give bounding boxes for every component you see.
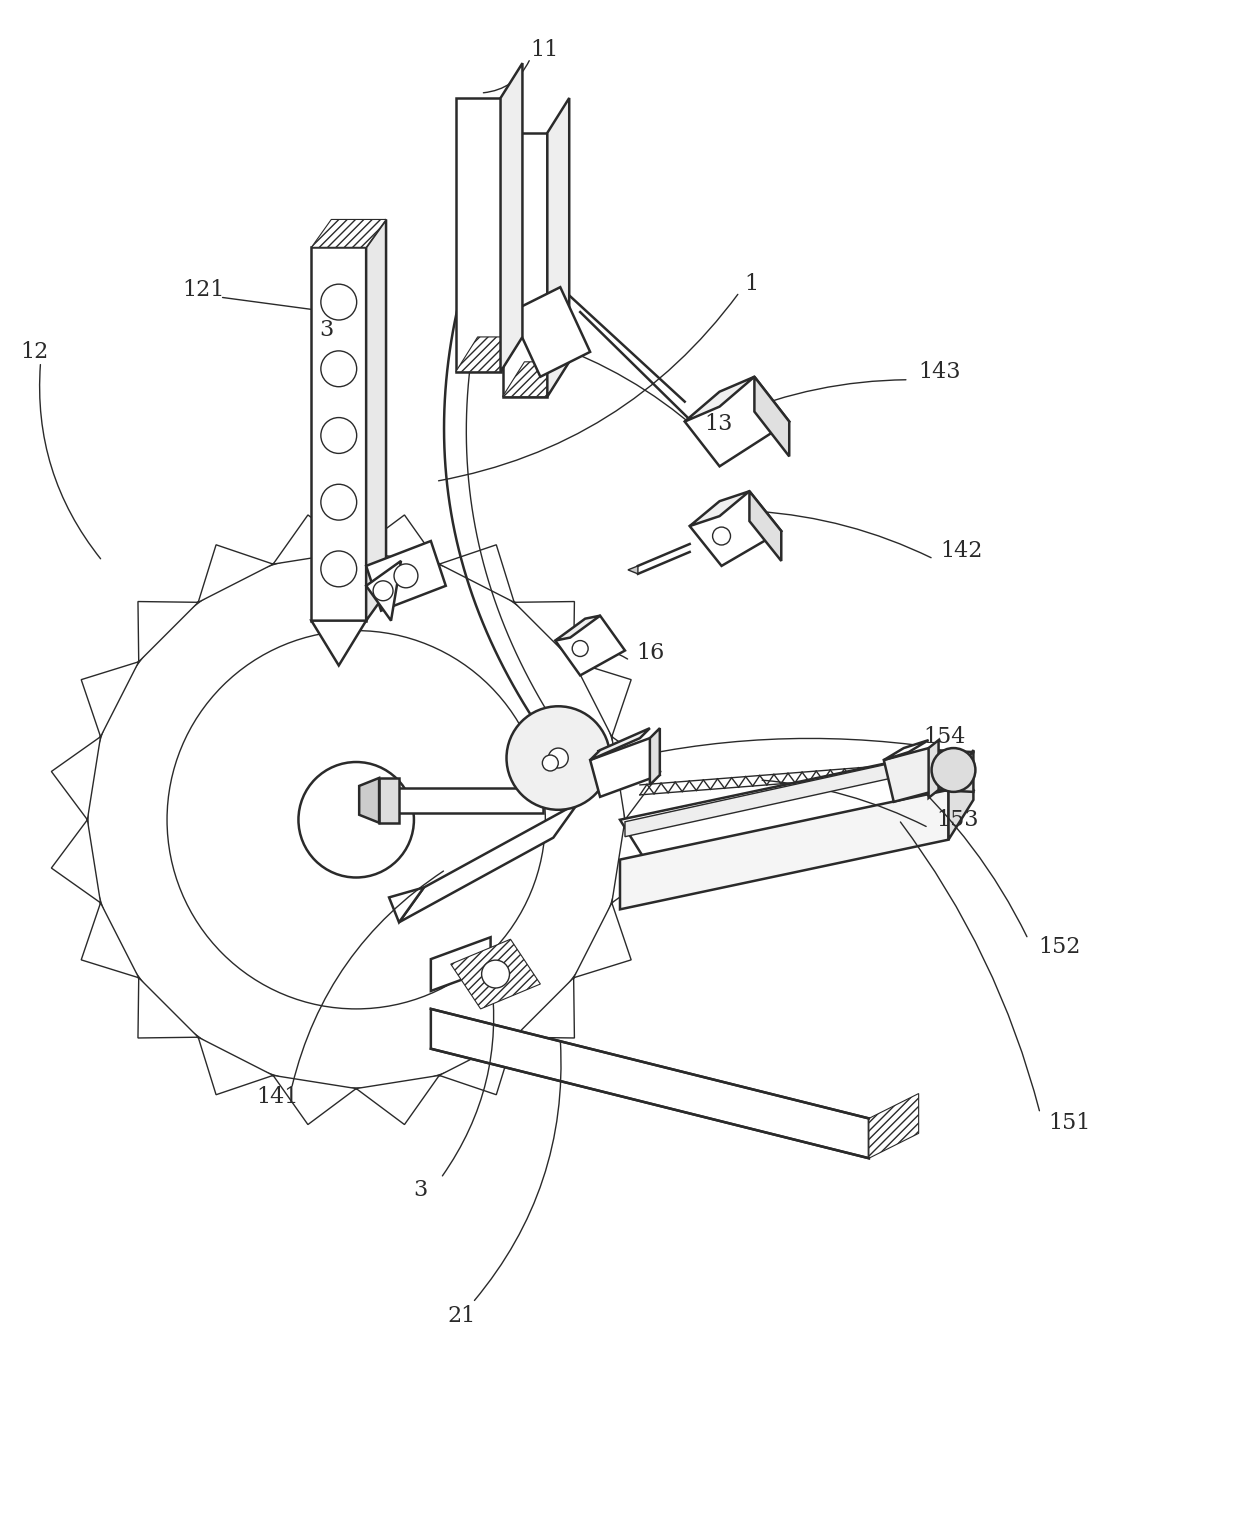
Polygon shape — [502, 362, 569, 397]
Circle shape — [321, 418, 357, 453]
Polygon shape — [360, 778, 379, 823]
Circle shape — [394, 564, 418, 588]
Circle shape — [299, 761, 414, 878]
Polygon shape — [515, 977, 574, 1039]
Polygon shape — [273, 515, 356, 564]
Polygon shape — [198, 1037, 273, 1095]
Text: 21: 21 — [448, 1305, 476, 1327]
Polygon shape — [379, 787, 543, 813]
Polygon shape — [456, 98, 501, 372]
Text: 153: 153 — [936, 809, 980, 830]
Polygon shape — [556, 616, 625, 676]
Polygon shape — [590, 738, 660, 797]
Polygon shape — [684, 377, 789, 466]
Polygon shape — [929, 740, 939, 798]
Text: 121: 121 — [182, 279, 224, 302]
Polygon shape — [598, 751, 610, 787]
Circle shape — [87, 552, 625, 1089]
Circle shape — [931, 748, 976, 792]
Polygon shape — [689, 492, 749, 525]
Text: 3: 3 — [320, 319, 334, 342]
Polygon shape — [311, 247, 366, 620]
Polygon shape — [366, 541, 446, 611]
Text: 152: 152 — [1038, 936, 1080, 958]
Polygon shape — [650, 728, 660, 784]
Polygon shape — [625, 755, 929, 836]
Polygon shape — [884, 740, 929, 760]
Text: 13: 13 — [704, 412, 733, 435]
Circle shape — [481, 961, 510, 988]
Polygon shape — [620, 791, 949, 910]
Polygon shape — [51, 820, 100, 902]
Polygon shape — [502, 133, 547, 397]
Polygon shape — [198, 545, 273, 602]
Polygon shape — [574, 662, 631, 737]
Polygon shape — [749, 492, 781, 561]
Text: 3: 3 — [413, 1180, 428, 1201]
Text: 11: 11 — [531, 40, 559, 61]
Circle shape — [542, 755, 558, 771]
Text: 1: 1 — [744, 273, 759, 296]
Polygon shape — [754, 377, 789, 457]
Text: 151: 151 — [1048, 1112, 1090, 1134]
Polygon shape — [51, 737, 100, 820]
Polygon shape — [389, 887, 424, 922]
Polygon shape — [515, 602, 574, 662]
Circle shape — [321, 283, 357, 320]
Polygon shape — [884, 748, 939, 801]
Polygon shape — [689, 492, 781, 565]
Circle shape — [506, 706, 610, 810]
Polygon shape — [430, 938, 491, 991]
Circle shape — [321, 484, 357, 519]
Polygon shape — [627, 565, 637, 574]
Polygon shape — [547, 98, 569, 397]
Polygon shape — [356, 1075, 439, 1124]
Polygon shape — [590, 728, 650, 760]
Polygon shape — [556, 616, 600, 640]
Circle shape — [373, 581, 393, 601]
Polygon shape — [574, 902, 631, 977]
Polygon shape — [81, 662, 139, 737]
Polygon shape — [138, 977, 198, 1039]
Circle shape — [321, 351, 357, 386]
Polygon shape — [439, 545, 515, 602]
Text: 16: 16 — [636, 642, 665, 663]
Polygon shape — [366, 219, 386, 620]
Polygon shape — [611, 820, 661, 902]
Polygon shape — [379, 778, 399, 823]
Circle shape — [713, 527, 730, 545]
Polygon shape — [430, 1010, 869, 1158]
Text: 143: 143 — [919, 360, 961, 383]
Polygon shape — [356, 515, 439, 564]
Polygon shape — [311, 620, 366, 665]
Text: 154: 154 — [924, 726, 966, 748]
Polygon shape — [620, 751, 973, 859]
Polygon shape — [949, 751, 973, 840]
Text: 142: 142 — [941, 539, 983, 562]
Circle shape — [321, 552, 357, 587]
Polygon shape — [501, 63, 522, 372]
Text: 141: 141 — [257, 1086, 299, 1108]
Polygon shape — [273, 1075, 356, 1124]
Polygon shape — [684, 377, 754, 421]
Polygon shape — [869, 1094, 919, 1158]
Polygon shape — [399, 803, 578, 922]
Polygon shape — [451, 939, 541, 1010]
Polygon shape — [511, 286, 590, 377]
Circle shape — [572, 640, 588, 657]
Polygon shape — [366, 561, 401, 620]
Circle shape — [548, 748, 568, 768]
Polygon shape — [81, 902, 139, 977]
Polygon shape — [611, 737, 661, 820]
Text: 12: 12 — [21, 340, 48, 363]
Polygon shape — [439, 1037, 515, 1095]
Polygon shape — [311, 219, 386, 247]
Polygon shape — [138, 602, 198, 662]
Polygon shape — [456, 337, 522, 372]
